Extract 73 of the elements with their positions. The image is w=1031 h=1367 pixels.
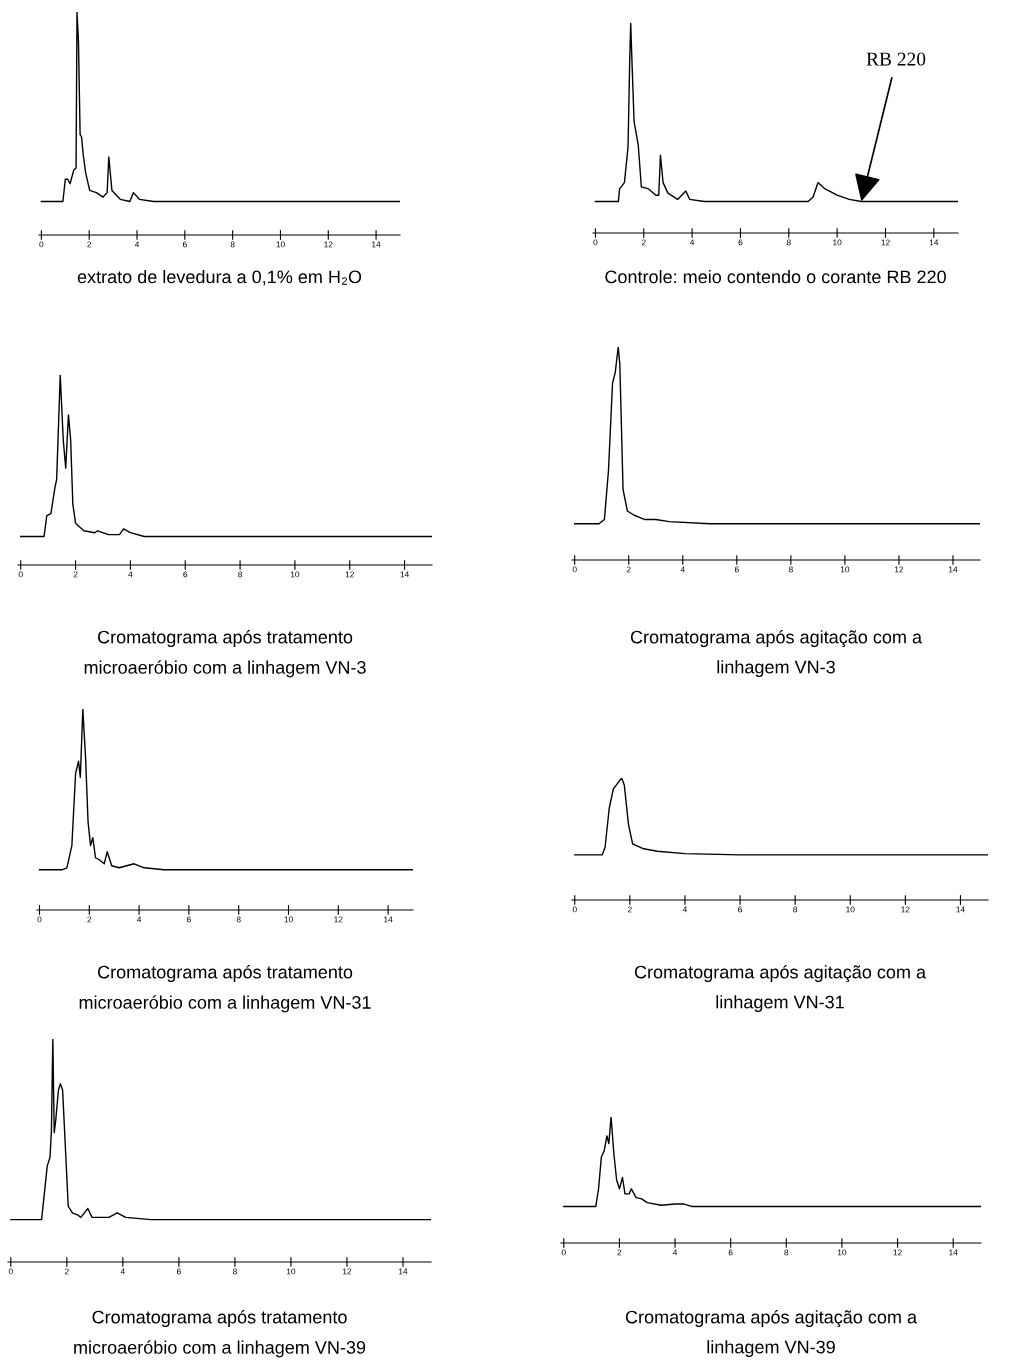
x-tick-label: 4 — [682, 906, 688, 913]
text: Cromatograma após tratamento microaeróbio com a linhagem VN-31 — [79, 965, 371, 1013]
x-tick-label: 4 — [128, 571, 133, 578]
x-tick-label: 0 — [18, 571, 23, 578]
text: extrato de levedura a 0,1% em H₂O — [77, 270, 362, 286]
text: Cromatograma após tratamento microaeróbio com a linhagem VN-3 — [84, 630, 366, 678]
x-tick-label: 14 — [400, 571, 409, 578]
x-tick-label: 14 — [949, 1249, 958, 1256]
text: Cromatograma após agitação com a linhagem VN-31 — [634, 965, 927, 1013]
x-tick-label: 8 — [788, 566, 793, 573]
x-tick-label: 10 — [846, 906, 855, 913]
x-tick-label: 14 — [929, 239, 939, 246]
x-tick-label: 4 — [136, 916, 142, 923]
x-tick-label: 6 — [734, 566, 739, 573]
x-tick-label: 6 — [176, 1268, 181, 1275]
x-tick-label: 12 — [894, 566, 904, 573]
x-tick-label: 6 — [728, 1249, 733, 1256]
x-tick-label: 2 — [617, 1249, 622, 1256]
x-tick-label: 4 — [689, 239, 695, 246]
x-tick-label: 6 — [738, 906, 742, 913]
x-tick-label: 4 — [680, 566, 685, 573]
text: Cromatograma após agitação com a linhagem VN-3 — [630, 630, 923, 678]
x-tick-label: 0 — [8, 1268, 13, 1275]
x-tick-label: 6 — [182, 241, 187, 248]
annotation: RB 220 — [866, 52, 926, 66]
x-tick-label: 2 — [627, 906, 632, 913]
x-tick-label: 14 — [956, 906, 965, 913]
x-tick-label: 0 — [561, 1249, 566, 1256]
x-tick-label: 12 — [881, 239, 890, 246]
x-tick-label: 8 — [230, 241, 235, 248]
x-tick-label: 10 — [837, 1249, 847, 1256]
x-tick-label: 2 — [626, 566, 631, 573]
x-tick-label: 14 — [398, 1268, 408, 1275]
x-tick-label: 2 — [641, 239, 646, 246]
x-tick-label: 0 — [39, 241, 44, 248]
x-tick-label: 2 — [73, 571, 78, 578]
x-tick-label: 0 — [593, 239, 598, 246]
x-tick-label: 0 — [572, 906, 577, 913]
x-tick-label: 10 — [286, 1268, 296, 1275]
x-tick-label: 8 — [786, 239, 791, 246]
x-tick-label: 8 — [232, 1268, 237, 1275]
x-tick-label: 14 — [384, 916, 393, 923]
x-tick-label: 8 — [238, 571, 243, 578]
x-tick-label: 2 — [87, 241, 92, 248]
x-tick-label: 8 — [793, 906, 798, 913]
x-tick-label: 4 — [672, 1249, 678, 1256]
x-tick-label: 10 — [284, 916, 293, 923]
x-tick-label: 0 — [37, 916, 42, 923]
x-tick-label: 12 — [334, 916, 343, 923]
x-tick-label: 2 — [87, 916, 92, 923]
x-tick-label: 12 — [324, 241, 333, 248]
text: Cromatograma após tratamento microaeróbio com a linhagem VN-39 — [74, 1310, 366, 1358]
x-tick-label: 10 — [290, 571, 300, 578]
x-tick-label: 10 — [276, 241, 285, 248]
text: Cromatograma após agitação com a linhagem VN-39 — [625, 1310, 918, 1358]
x-tick-label: 6 — [187, 916, 191, 923]
x-tick-label: 6 — [183, 571, 188, 578]
text: Controle: meio contendo o corante RB 220 — [605, 270, 946, 284]
x-tick-label: 0 — [572, 566, 577, 573]
x-tick-label: 14 — [372, 241, 381, 248]
x-tick-label: 12 — [345, 571, 354, 578]
x-tick-label: 6 — [738, 239, 743, 246]
x-tick-label: 4 — [134, 241, 140, 248]
x-tick-label: 12 — [342, 1268, 352, 1275]
x-tick-label: 14 — [948, 566, 958, 573]
x-tick-label: 10 — [840, 566, 850, 573]
x-tick-label: 12 — [893, 1249, 902, 1256]
x-tick-label: 4 — [120, 1268, 125, 1275]
x-tick-label: 2 — [64, 1268, 69, 1275]
x-tick-label: 10 — [833, 239, 842, 246]
x-tick-label: 12 — [901, 906, 910, 913]
x-tick-label: 8 — [236, 916, 241, 923]
x-tick-label: 8 — [784, 1249, 789, 1256]
